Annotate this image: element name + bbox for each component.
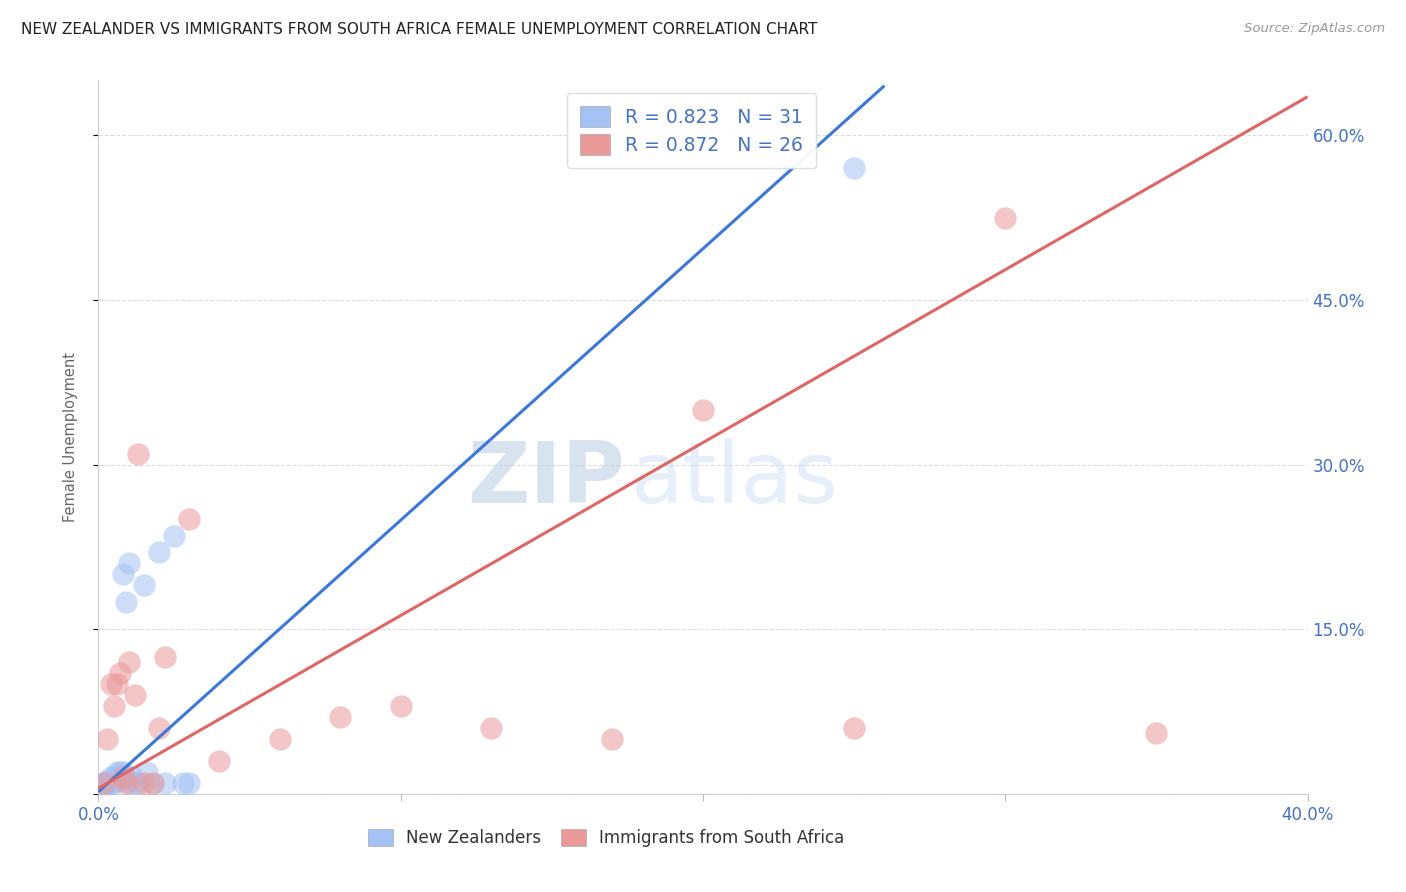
Text: Source: ZipAtlas.com: Source: ZipAtlas.com <box>1244 22 1385 36</box>
Legend: New Zealanders, Immigrants from South Africa: New Zealanders, Immigrants from South Af… <box>361 822 852 854</box>
Point <box>96 731 118 746</box>
Point <box>114 771 136 785</box>
Point <box>153 776 176 790</box>
Point <box>96 773 118 788</box>
Point <box>111 771 134 785</box>
Point <box>118 776 141 790</box>
Point <box>994 211 1017 225</box>
Point <box>602 731 624 746</box>
Text: NEW ZEALANDER VS IMMIGRANTS FROM SOUTH AFRICA FEMALE UNEMPLOYMENT CORRELATION CH: NEW ZEALANDER VS IMMIGRANTS FROM SOUTH A… <box>21 22 817 37</box>
Point <box>153 649 176 664</box>
Point <box>105 764 128 779</box>
Point <box>142 776 165 790</box>
Point <box>100 776 122 790</box>
Text: ZIP: ZIP <box>467 438 624 522</box>
Point <box>103 776 125 790</box>
Point <box>142 776 165 790</box>
Point <box>118 655 141 669</box>
Point <box>118 557 141 571</box>
Point <box>105 773 128 788</box>
Point <box>124 688 146 702</box>
Point <box>132 578 155 592</box>
Point <box>163 529 186 543</box>
Point <box>208 754 231 768</box>
Point <box>121 771 143 785</box>
Point <box>179 776 201 790</box>
Point <box>127 446 149 460</box>
Point <box>179 512 201 526</box>
Y-axis label: Female Unemployment: Female Unemployment <box>63 352 77 522</box>
Point <box>481 721 503 735</box>
Point <box>135 764 157 779</box>
Point <box>329 710 352 724</box>
Point <box>93 776 115 790</box>
Point <box>100 677 122 691</box>
Point <box>93 776 115 790</box>
Point <box>111 567 134 582</box>
Point <box>105 677 128 691</box>
Point <box>108 764 131 779</box>
Point <box>103 699 125 714</box>
Point <box>90 781 112 796</box>
Point <box>103 771 125 785</box>
Point <box>172 776 194 790</box>
Point <box>100 771 122 785</box>
Point <box>692 402 714 417</box>
Point <box>108 771 131 785</box>
Point <box>148 721 170 735</box>
Point <box>93 781 115 796</box>
Point <box>124 776 146 790</box>
Point <box>114 595 136 609</box>
Point <box>111 764 134 779</box>
Point <box>96 776 118 790</box>
Point <box>844 721 866 735</box>
Point <box>114 776 136 790</box>
Point <box>132 776 155 790</box>
Point <box>148 545 170 559</box>
Point <box>389 699 412 714</box>
Point <box>108 666 131 681</box>
Point <box>1144 726 1167 740</box>
Point <box>127 776 149 790</box>
Text: atlas: atlas <box>630 438 838 522</box>
Point <box>269 731 291 746</box>
Point <box>844 161 866 175</box>
